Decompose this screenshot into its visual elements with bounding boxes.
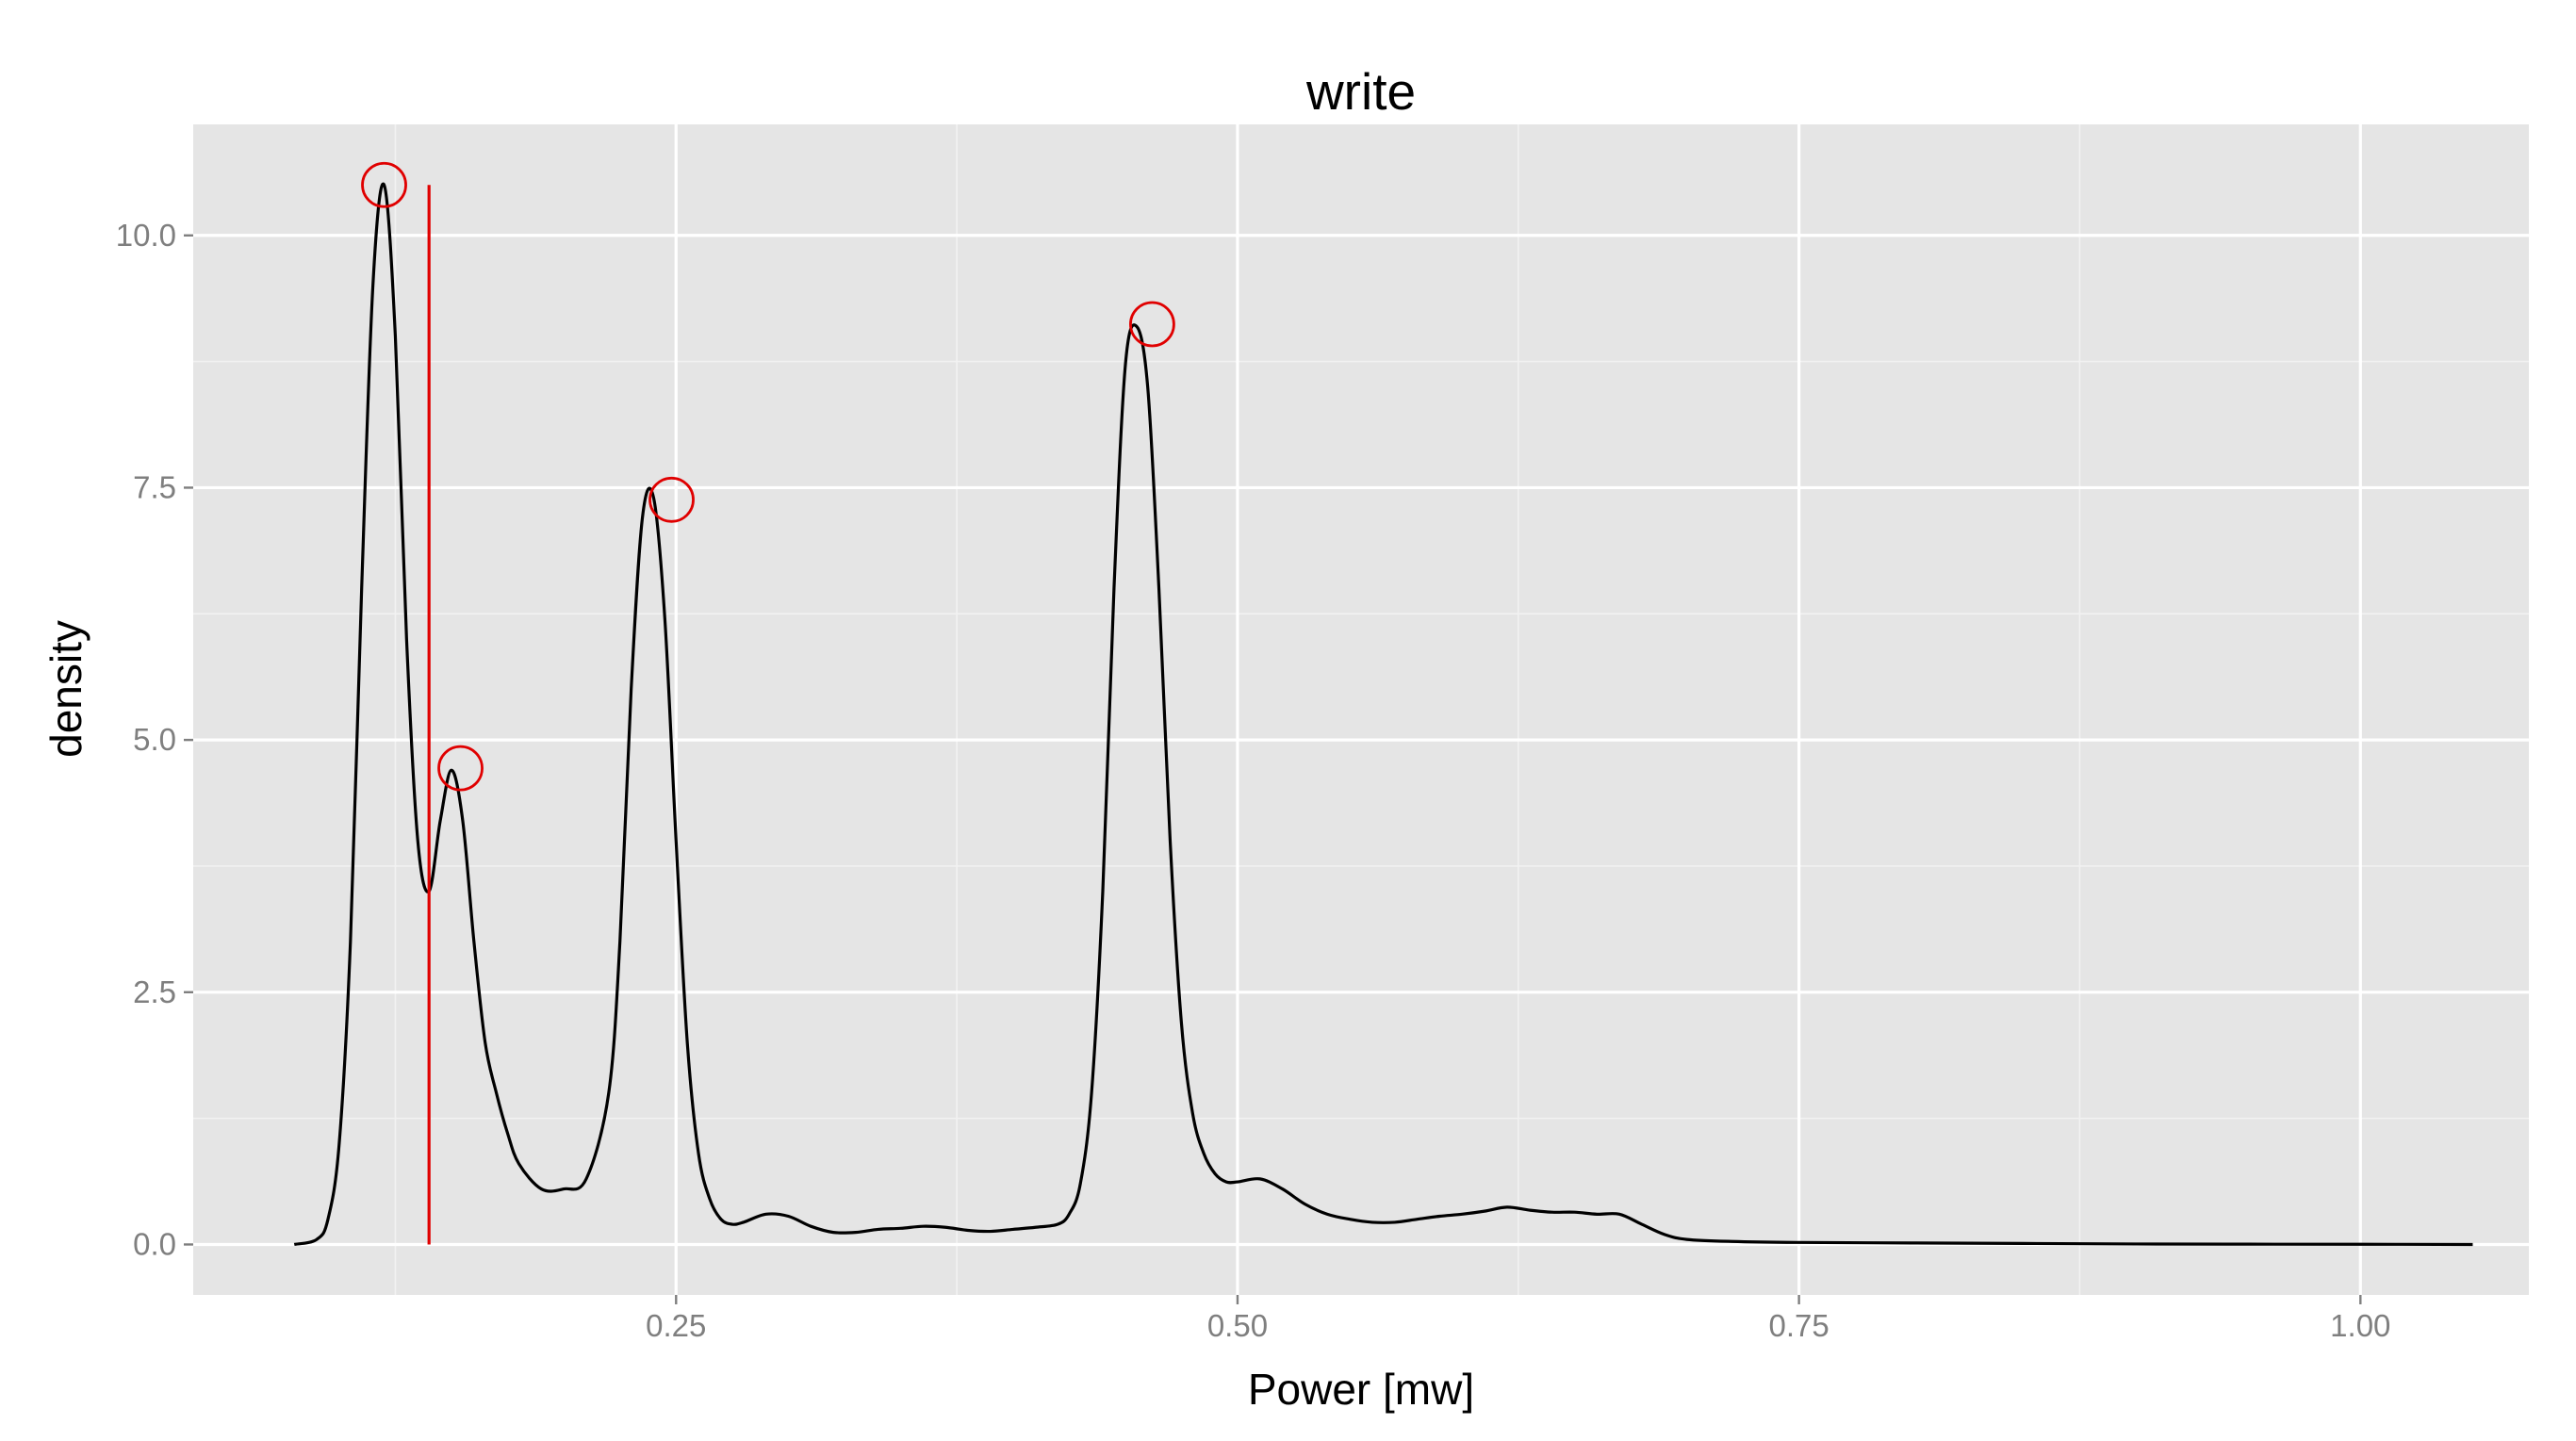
density-curve xyxy=(293,182,2473,1247)
peak-marker xyxy=(437,745,484,792)
peak-marker xyxy=(1129,301,1175,348)
minor-gridlines xyxy=(193,124,2529,1295)
y-axis-title: density xyxy=(41,620,90,758)
x-axis-title: Power [mw] xyxy=(1248,1365,1474,1414)
x-tick-label: 0.50 xyxy=(1207,1308,1268,1343)
panel-background xyxy=(193,124,2529,1295)
x-tick-label: 0.75 xyxy=(1769,1308,1829,1343)
chart-title: write xyxy=(1305,62,1416,121)
peak-marker xyxy=(361,161,407,208)
y-tick-label: 10.0 xyxy=(116,218,176,253)
peak-marker xyxy=(648,476,695,523)
x-tick-label: 1.00 xyxy=(2330,1308,2390,1343)
y-tick-label: 2.5 xyxy=(133,974,176,1009)
density-series xyxy=(293,182,2473,1247)
y-tick-label: 0.0 xyxy=(133,1226,176,1261)
x-tick-label: 0.25 xyxy=(646,1308,706,1343)
annotations xyxy=(361,161,1175,1245)
axes: 0.25 0.50 0.75 1.00 0.0 2.5 5.0 7.5 10.0 xyxy=(116,218,2391,1343)
y-tick-label: 5.0 xyxy=(133,722,176,757)
y-tick-label: 7.5 xyxy=(133,469,176,504)
